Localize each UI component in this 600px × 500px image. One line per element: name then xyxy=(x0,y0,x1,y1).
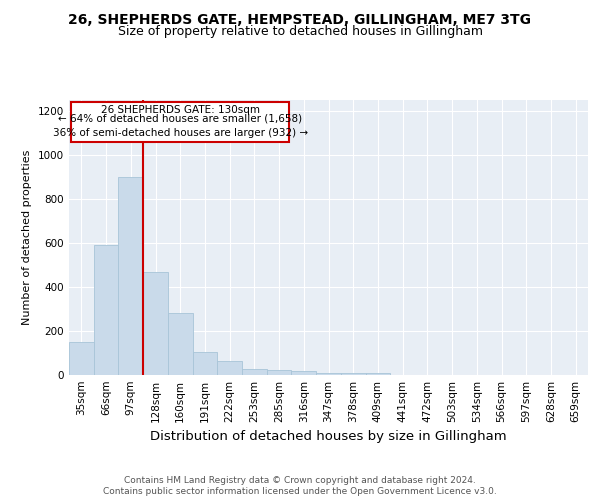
Bar xyxy=(217,362,242,375)
Bar xyxy=(193,352,217,375)
Bar xyxy=(118,177,143,375)
Text: 26, SHEPHERDS GATE, HEMPSTEAD, GILLINGHAM, ME7 3TG: 26, SHEPHERDS GATE, HEMPSTEAD, GILLINGHA… xyxy=(68,12,532,26)
Bar xyxy=(143,272,168,375)
Bar xyxy=(267,370,292,375)
Text: Contains HM Land Registry data © Crown copyright and database right 2024.: Contains HM Land Registry data © Crown c… xyxy=(124,476,476,485)
Bar xyxy=(94,245,118,375)
Text: Contains public sector information licensed under the Open Government Licence v3: Contains public sector information licen… xyxy=(103,488,497,496)
Text: 26 SHEPHERDS GATE: 130sqm: 26 SHEPHERDS GATE: 130sqm xyxy=(101,105,260,115)
Bar xyxy=(316,373,341,375)
X-axis label: Distribution of detached houses by size in Gillingham: Distribution of detached houses by size … xyxy=(150,430,507,444)
Bar xyxy=(292,371,316,375)
Text: Size of property relative to detached houses in Gillingham: Size of property relative to detached ho… xyxy=(118,25,482,38)
Bar xyxy=(242,369,267,375)
Bar xyxy=(341,373,365,375)
Bar xyxy=(69,342,94,375)
Text: 36% of semi-detached houses are larger (932) →: 36% of semi-detached houses are larger (… xyxy=(53,128,308,138)
Text: ← 64% of detached houses are smaller (1,658): ← 64% of detached houses are smaller (1,… xyxy=(58,114,302,124)
Bar xyxy=(168,314,193,375)
FancyBboxPatch shape xyxy=(71,102,289,142)
Bar xyxy=(365,373,390,375)
Y-axis label: Number of detached properties: Number of detached properties xyxy=(22,150,32,325)
